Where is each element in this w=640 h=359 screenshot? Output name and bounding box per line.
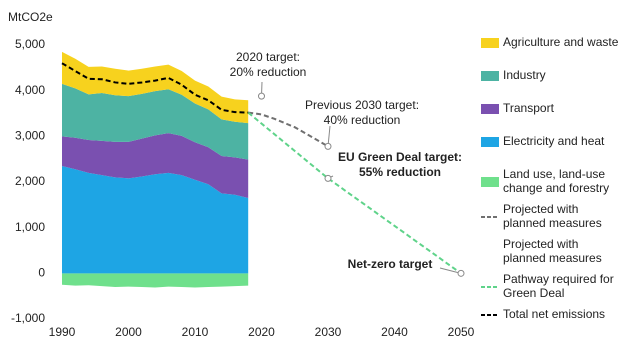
legend-label: Total net emissions	[503, 307, 605, 321]
y-tick-label: 2,000	[15, 174, 45, 188]
legend-label: Industry	[503, 68, 546, 82]
y-tick-label: 5,000	[15, 37, 45, 51]
annotation: 20% reduction	[230, 65, 307, 79]
lines	[61, 62, 465, 277]
legend-label: Agriculture and waste	[503, 35, 619, 49]
axes: -1,000 0 1,000 2,000 3,000 4,000 5,000 1990 2000…	[11, 37, 475, 339]
line	[248, 111, 329, 148]
line	[247, 111, 462, 275]
legend-label: Transport	[503, 101, 555, 115]
area	[62, 133, 249, 198]
area	[62, 273, 249, 288]
annotation: Previous 2030 target:	[305, 98, 419, 112]
target-marker	[457, 269, 465, 277]
legend-label: Land use, land-use change and forestry	[503, 167, 609, 195]
legend-swatch	[481, 38, 499, 48]
annotation: 55% reduction	[359, 165, 441, 179]
y-tick-label: 0	[38, 266, 45, 280]
legend-swatch	[481, 177, 499, 187]
line	[61, 62, 249, 114]
legend-label: Electricity and heat	[503, 134, 605, 148]
y-tick-label: 1,000	[15, 220, 45, 234]
legend-swatch	[481, 104, 499, 114]
target-marker	[324, 142, 332, 150]
x-tick-label: 2000	[115, 325, 142, 339]
leader-line	[439, 267, 462, 274]
x-tick-label: 2020	[248, 325, 275, 339]
legend-label: Projected with planned measures	[503, 202, 602, 230]
y-tick-label: -1,000	[11, 311, 45, 325]
y-axis-label: MtCO2e	[8, 10, 53, 24]
target-marker	[258, 92, 265, 100]
y-tick-label: 3,000	[15, 129, 45, 143]
y-tick-label: 4,000	[15, 83, 45, 97]
legend-swatch	[481, 71, 499, 81]
area	[62, 166, 249, 274]
areas	[62, 51, 249, 288]
legend-swatch	[481, 137, 499, 147]
x-tick-label: 1990	[49, 325, 76, 339]
annotation: EU Green Deal target:	[338, 150, 462, 164]
x-tick-label: 2050	[448, 325, 475, 339]
target-marker	[324, 174, 332, 182]
x-tick-label: 2030	[315, 325, 342, 339]
area	[62, 83, 249, 160]
area	[62, 51, 249, 124]
legend-label: Projected with planned measures	[503, 237, 602, 265]
x-tick-label: 2040	[381, 325, 408, 339]
legend-label: Pathway required for Green Deal	[503, 272, 614, 300]
annotation: 2020 target:	[236, 50, 300, 64]
annotation: Net-zero target	[348, 257, 433, 271]
x-tick-label: 2010	[182, 325, 209, 339]
annotation: 40% reduction	[324, 113, 401, 127]
